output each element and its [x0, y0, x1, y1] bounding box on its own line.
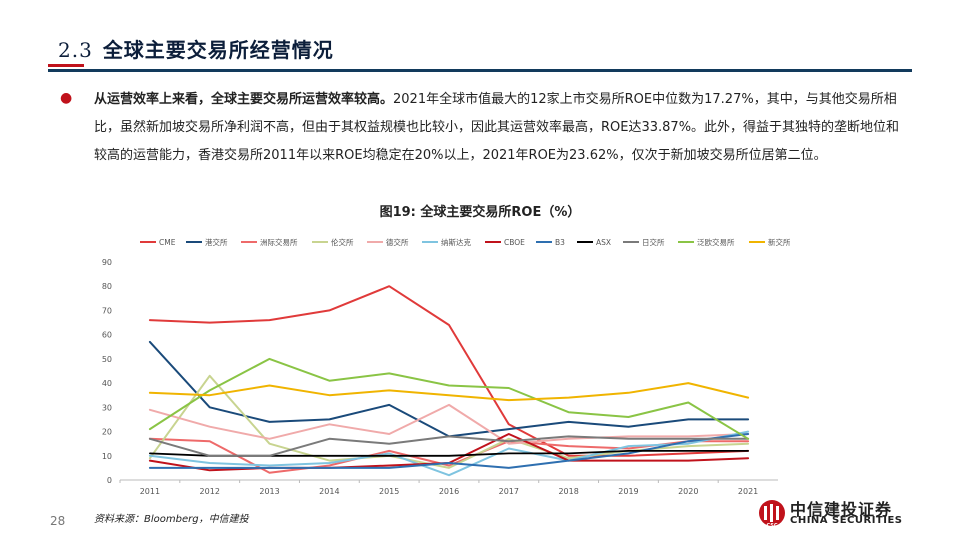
x-tick-label: 2011	[140, 487, 160, 496]
x-tick-label: 2018	[558, 487, 578, 496]
y-axis: 0 10 20 30 40 50 60 70 80 90	[102, 258, 112, 485]
legend-label: 纳斯达克	[441, 237, 471, 247]
chart-series	[148, 285, 750, 477]
bullet-icon: ●	[60, 90, 73, 106]
body-text: 2021年全球市值最大的12家上市交易所ROE中位数为17.27%，其中，与其他…	[94, 92, 900, 163]
chart-title: 图19: 全球主要交易所ROE（%）	[379, 205, 581, 220]
x-tick-label: 2013	[259, 487, 279, 496]
legend-label: 日交所	[642, 237, 665, 247]
series-line-港交所	[148, 340, 750, 438]
logo-mark-icon: CSC	[759, 500, 785, 529]
x-axis: 2011 2012 2013 2014 2015 2016 2017 2018 2019 2020…	[119, 479, 778, 496]
legend-label: 新交所	[768, 237, 790, 247]
chart-legend: CME 港交所 洲际交易所 伦交所 德交所 纳斯达克 CBOE B3 ASX 日交所 泛欧交易所 新交…	[140, 237, 790, 247]
section-title: 全球主要交易所经营情况	[102, 38, 334, 62]
legend-label: ASX	[596, 238, 611, 247]
x-tick-label: 2014	[319, 487, 339, 496]
body-paragraph: 从运营效率上来看，全球主要交易所运营效率较高。2021年全球市值最大的12家上市…	[94, 86, 912, 170]
page-title: 2.3 全球主要交易所经营情况	[58, 34, 334, 63]
y-tick-label: 90	[102, 258, 112, 267]
title-divider	[48, 69, 912, 72]
x-tick-label: 2016	[439, 487, 459, 496]
legend-label: 洲际交易所	[260, 237, 298, 247]
y-tick-label: 10	[102, 452, 112, 461]
series-line-纳斯达克	[148, 430, 750, 477]
page-number: 28	[50, 514, 66, 528]
logo-mark-text: CSC	[766, 523, 777, 529]
x-tick-label: 2012	[200, 487, 220, 496]
y-tick-label: 0	[107, 476, 112, 485]
x-tick-label: 2019	[618, 487, 638, 496]
series-line-日交所	[148, 435, 750, 457]
series-line-B3	[148, 433, 750, 469]
source-note: 资料来源：Bloomberg，中信建投	[94, 514, 249, 525]
y-tick-label: 40	[102, 379, 112, 388]
section-number: 2.3	[58, 38, 93, 62]
x-tick-label: 2020	[678, 487, 698, 496]
legend-label: CME	[159, 238, 176, 247]
legend-label: B3	[555, 238, 565, 247]
body-lead: 从运营效率上来看，全球主要交易所运营效率较高。	[94, 92, 394, 107]
series-line-CME	[148, 285, 750, 457]
x-tick-label: 2017	[499, 487, 519, 496]
x-tick-label: 2021	[738, 487, 758, 496]
legend-label: 德交所	[386, 237, 409, 247]
title-accent-bar	[48, 64, 84, 67]
logo-text-cn: 中信建投证券	[790, 500, 893, 519]
y-tick-label: 20	[102, 428, 112, 437]
legend-label: 泛欧交易所	[697, 237, 735, 247]
series-line-新交所	[148, 382, 750, 402]
y-tick-label: 60	[102, 331, 112, 340]
x-tick-label: 2015	[379, 487, 399, 496]
legend-label: 伦交所	[331, 237, 354, 247]
company-logo: CSC	[759, 500, 785, 529]
series-line-泛欧交易所	[148, 357, 750, 440]
legend-label: 港交所	[205, 237, 228, 247]
y-tick-label: 30	[102, 403, 112, 412]
roe-line-chart: CME 港交所 洲际交易所 伦交所 德交所 纳斯达克 CBOE B3 ASX 日交所 泛欧交易所 新交…	[102, 237, 790, 496]
y-tick-label: 80	[102, 282, 112, 291]
legend-label: CBOE	[504, 238, 525, 247]
y-tick-label: 70	[102, 306, 112, 315]
y-tick-label: 50	[102, 355, 112, 364]
logo-text-en: CHINA SECURITIES	[790, 515, 903, 526]
series-line-德交所	[148, 403, 750, 445]
